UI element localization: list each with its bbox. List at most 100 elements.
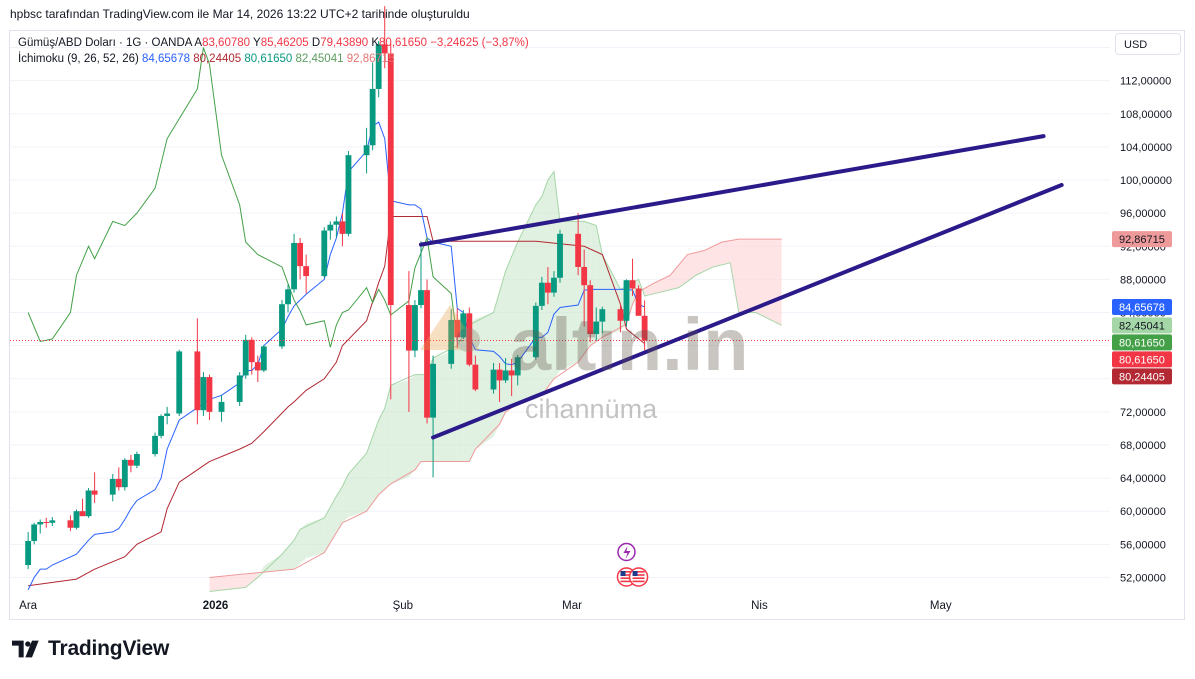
time-tick-label: Mar <box>562 600 582 612</box>
candle-body <box>43 521 50 523</box>
price-tag-bg <box>1112 231 1172 248</box>
currency-selector[interactable]: USD <box>1115 33 1181 55</box>
candle <box>303 254 310 294</box>
time-axis: Ara 2026 Şub Mar Nis May <box>19 600 952 612</box>
candle-body <box>279 304 285 347</box>
candle <box>248 337 255 375</box>
us-flag-stripe <box>632 580 645 583</box>
candle-body <box>412 305 418 351</box>
candle <box>218 395 225 422</box>
tradingview-logo-icon <box>12 640 39 658</box>
candle <box>502 358 509 383</box>
cloud-segment <box>457 335 464 462</box>
legend-ohlc-row: Gümüş/ABD Doları · 1G · OANDA A83,60780 … <box>18 35 529 51</box>
candle <box>242 334 249 379</box>
ichimoku-label[interactable]: İchimoku (9, 26, 52, 26) <box>18 53 139 65</box>
cloud-segment <box>730 239 739 313</box>
candle-body <box>91 490 98 495</box>
candle-body <box>176 351 183 414</box>
time-tick-label: Ara <box>19 600 38 612</box>
price-tag-bg <box>1112 299 1172 316</box>
candle <box>291 233 297 293</box>
cloud-segment <box>764 239 774 322</box>
cloud-segment <box>384 385 391 490</box>
cloud-segment <box>336 486 343 533</box>
cloud-segment <box>330 496 337 543</box>
candle-body <box>424 290 430 418</box>
cloud-segment <box>547 171 554 388</box>
candle <box>327 221 334 240</box>
candle <box>448 309 455 369</box>
candle-body <box>496 369 503 381</box>
candle <box>43 517 50 528</box>
candle-body <box>538 282 545 306</box>
close-value: 80,61650 <box>379 37 427 49</box>
candle-body <box>369 88 376 146</box>
candle <box>496 363 503 402</box>
candle-body <box>152 435 158 455</box>
candle-body <box>363 145 370 156</box>
us-flag-stripe <box>620 580 633 583</box>
candle <box>73 509 80 530</box>
candle <box>127 454 134 473</box>
cloud-segment <box>257 565 264 578</box>
price-tick-label: 108,00000 <box>1120 109 1172 121</box>
candle-body <box>345 155 352 234</box>
cloud-segment <box>239 574 246 589</box>
candle <box>194 318 201 425</box>
candle-body <box>115 478 122 488</box>
candle <box>587 280 594 343</box>
candle-body <box>31 524 38 542</box>
span-a-value: 82,45041 <box>295 53 344 65</box>
us-flag-icon-ring <box>628 567 649 587</box>
candle-body <box>242 339 249 376</box>
cloud-segment <box>414 374 421 470</box>
candle-body <box>134 454 140 466</box>
candle <box>635 285 642 316</box>
candle-body <box>327 224 334 231</box>
candle-body <box>557 233 563 278</box>
conversion-value: 84,65678 <box>142 53 190 65</box>
cloud-segment <box>348 453 367 518</box>
price-tag-text: 82,45041 <box>1119 320 1165 332</box>
cloud-segment <box>738 239 748 313</box>
candle <box>206 374 213 421</box>
candle <box>158 414 165 439</box>
symbol-label[interactable]: Gümüş/ABD Doları · 1G · OANDA <box>18 37 192 49</box>
candle <box>176 349 183 416</box>
candle-body <box>194 351 201 411</box>
us-flag-stripe <box>620 574 633 576</box>
candle <box>581 249 588 327</box>
candle-body <box>418 290 424 306</box>
price-tick-label: 88,00000 <box>1120 274 1166 286</box>
price-tag-text: 84,65678 <box>1119 302 1165 314</box>
price-tick-label: 56,00000 <box>1120 539 1166 551</box>
us-flag-stripe <box>620 571 633 573</box>
candle-body <box>405 305 412 351</box>
candle-body <box>164 413 171 416</box>
time-tick-label: 2026 <box>203 600 229 612</box>
candle <box>430 355 436 478</box>
candle <box>538 276 545 311</box>
candle-body <box>641 315 648 341</box>
cloud-segment <box>704 246 714 272</box>
candle-body <box>248 339 255 363</box>
candle <box>405 271 412 412</box>
candle-body <box>545 282 551 293</box>
ichimoku-base-line <box>28 215 645 587</box>
price-tick-label: 96,00000 <box>1120 208 1166 220</box>
watermark-sub-text: cihannüma <box>525 394 658 424</box>
candle-body <box>502 370 509 381</box>
candle <box>466 307 473 367</box>
base-value: 80,24405 <box>193 53 242 65</box>
price-tick-label: 112,00000 <box>1120 76 1171 88</box>
time-tick-label: May <box>930 600 952 612</box>
price-tick-label: 72,00000 <box>1120 407 1166 419</box>
cloud-segment <box>747 239 756 313</box>
candle <box>121 458 128 491</box>
candle <box>333 216 340 238</box>
candle <box>599 306 606 334</box>
candle-body <box>490 369 497 390</box>
candle <box>236 372 243 407</box>
